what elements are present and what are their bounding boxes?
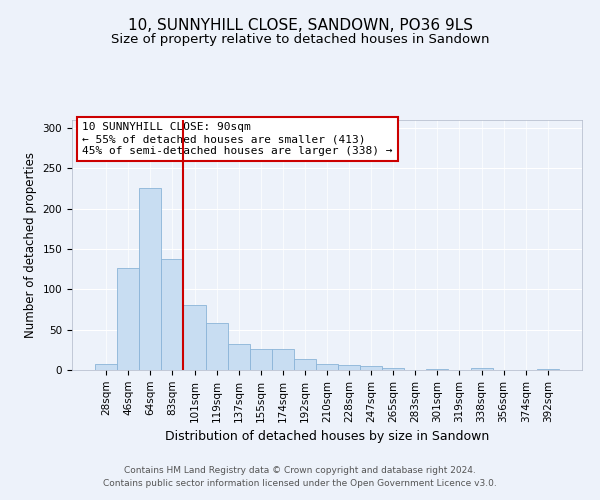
Bar: [184, 306, 206, 370]
Text: Contains HM Land Registry data © Crown copyright and database right 2024.
Contai: Contains HM Land Registry data © Crown c…: [103, 466, 497, 487]
Bar: [427, 369, 448, 370]
Bar: [161, 258, 184, 370]
Bar: [250, 349, 272, 370]
Bar: [537, 369, 559, 370]
Bar: [360, 366, 382, 370]
Bar: [95, 364, 117, 370]
Bar: [206, 323, 227, 370]
Bar: [272, 349, 294, 370]
Bar: [382, 368, 404, 370]
Bar: [139, 188, 161, 370]
X-axis label: Distribution of detached houses by size in Sandown: Distribution of detached houses by size …: [165, 430, 489, 443]
Text: 10, SUNNYHILL CLOSE, SANDOWN, PO36 9LS: 10, SUNNYHILL CLOSE, SANDOWN, PO36 9LS: [128, 18, 473, 32]
Bar: [316, 364, 338, 370]
Y-axis label: Number of detached properties: Number of detached properties: [24, 152, 37, 338]
Bar: [227, 344, 250, 370]
Bar: [294, 358, 316, 370]
Bar: [338, 365, 360, 370]
Text: 10 SUNNYHILL CLOSE: 90sqm
← 55% of detached houses are smaller (413)
45% of semi: 10 SUNNYHILL CLOSE: 90sqm ← 55% of detac…: [82, 122, 392, 156]
Bar: [470, 368, 493, 370]
Text: Size of property relative to detached houses in Sandown: Size of property relative to detached ho…: [111, 32, 489, 46]
Bar: [117, 268, 139, 370]
